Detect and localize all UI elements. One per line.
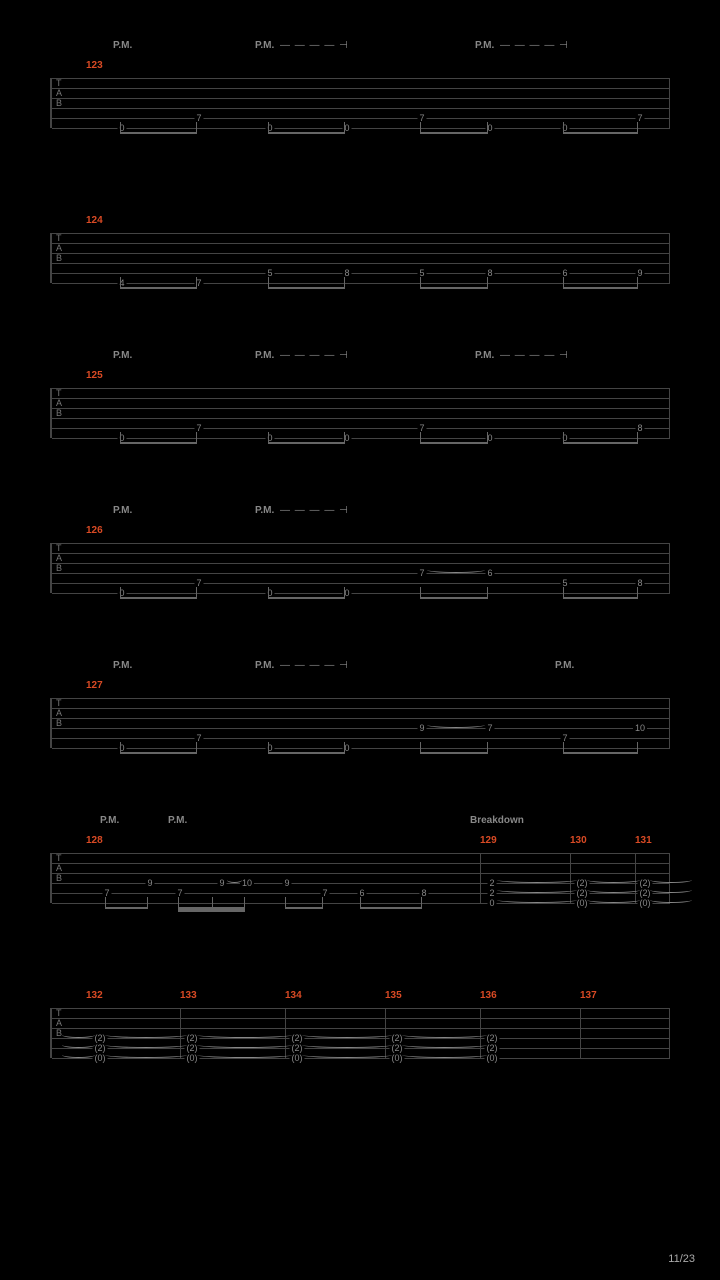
pm-label: P.M. [168,815,187,826]
pm-label: P.M. [113,350,132,361]
pm-dashes: — — — — ⊣ [280,40,349,51]
pm-label: P.M. [100,815,119,826]
fret-number: 2 [487,888,496,898]
tab-staff: TAB07007007 [50,78,670,128]
measure-number: 133 [180,990,197,1001]
pm-label: P.M. [475,40,494,51]
fret-number: 2 [487,878,496,888]
fret-number: 7 [102,888,111,898]
fret-number: 9 [217,878,226,888]
fret-number: 9 [417,723,426,733]
section-label: Breakdown [470,815,524,826]
measure-number: 127 [86,680,103,691]
pm-label: P.M. [113,505,132,516]
tab-system: P.M.P.M.Breakdown128129130131TAB79791097… [50,815,670,925]
fret-number: 6 [485,568,494,578]
fret-number: 5 [560,578,569,588]
measure-number: 136 [480,990,497,1001]
tab-clef: TAB [56,698,62,728]
measure-number: 126 [86,525,103,536]
tab-clef: TAB [56,78,62,108]
tab-system: P.M.P.M.— — — — ⊣126TAB07007658 [50,505,670,615]
measure-number: 123 [86,60,103,71]
tab-system: P.M.P.M.— — — — ⊣P.M.127TAB070097710 [50,660,670,770]
pm-dashes: — — — — ⊣ [280,350,349,361]
measure-number: 135 [385,990,402,1001]
tab-staff: TAB07007658 [50,543,670,593]
tab-system: 124 TAB47585869 [50,195,670,305]
pm-dashes: — — — — ⊣ [500,40,569,51]
pm-label: P.M. [113,660,132,671]
fret-number: 7 [417,568,426,578]
fret-number: 9 [282,878,291,888]
measure-number: 124 [86,215,103,226]
fret-number: 9 [145,878,154,888]
measure-number: 128 [86,835,103,846]
fret-number: 7 [417,113,426,123]
fret-number: 5 [417,268,426,278]
tab-staff: TAB070097710 [50,698,670,748]
measure-number: 134 [285,990,302,1001]
page-number: 11/23 [668,1253,695,1265]
tab-clef: TAB [56,853,62,883]
tab-staff: TAB(2)(2)(0)(2)(2)(0)(2)(2)(0)(2)(2)(0)(… [50,1008,670,1058]
fret-number: 7 [485,723,494,733]
pm-label: P.M. [475,350,494,361]
pm-dashes: — — — — ⊣ [280,660,349,671]
tab-system: 132 133 134 135 136 137 TAB(2)(2)(0)(2)(2)(0)(… [50,970,670,1080]
fret-number: 5 [265,268,274,278]
measure-number: 131 [635,835,652,846]
fret-number: 7 [417,423,426,433]
measure-number: 130 [570,835,587,846]
pm-label: P.M. [555,660,574,671]
measure-number: 129 [480,835,497,846]
pm-label: P.M. [255,505,274,516]
tab-system: P.M. P.M. — — — — ⊣ P.M. — — — — ⊣ 125 TAB0700… [50,350,670,460]
tab-clef: TAB [56,543,62,573]
fret-number: 7 [175,888,184,898]
pm-label: P.M. [255,40,274,51]
tab-staff: TAB47585869 [50,233,670,283]
tab-sheet: P.M. P.M. — — — — ⊣ P.M. — — — — ⊣ 123 TAB0700… [0,0,720,1080]
pm-label: P.M. [113,40,132,51]
tab-clef: TAB [56,388,62,418]
tab-clef: TAB [56,233,62,263]
pm-label: P.M. [255,350,274,361]
measure-number: 125 [86,370,103,381]
measure-number: 132 [86,990,103,1001]
pm-dashes: — — — — ⊣ [280,505,349,516]
tab-staff: TAB7979109768220(2)(2)(0)(2)(2)(0) [50,853,670,903]
pm-label: P.M. [255,660,274,671]
measure-number: 137 [580,990,597,1001]
fret-number: 6 [560,268,569,278]
fret-number: 6 [357,888,366,898]
tab-staff: TAB07007008 [50,388,670,438]
pm-dashes: — — — — ⊣ [500,350,569,361]
tab-system: P.M. P.M. — — — — ⊣ P.M. — — — — ⊣ 123 TAB0700… [50,40,670,150]
fret-number: 7 [560,733,569,743]
fret-number: 10 [240,878,254,888]
fret-number: 10 [633,723,647,733]
